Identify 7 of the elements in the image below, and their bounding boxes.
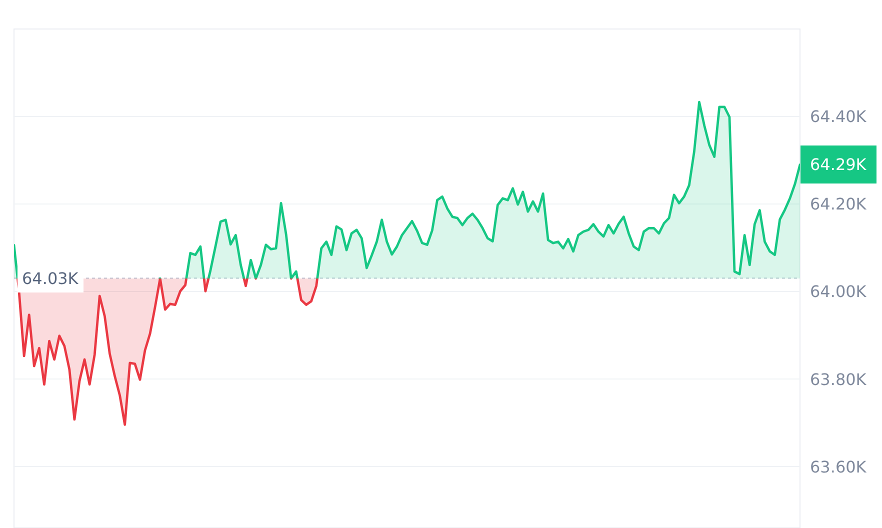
y-tick-label: 64.20K: [810, 194, 867, 214]
y-tick-label: 64.40K: [810, 107, 867, 126]
y-tick-label: 63.60K: [810, 457, 867, 476]
y-tick-label: 63.80K: [810, 370, 867, 389]
text: 64.29K: [810, 155, 867, 174]
y-tick-label: 64.00K: [810, 282, 867, 302]
ref-line-label: 64.03K: [22, 269, 79, 288]
